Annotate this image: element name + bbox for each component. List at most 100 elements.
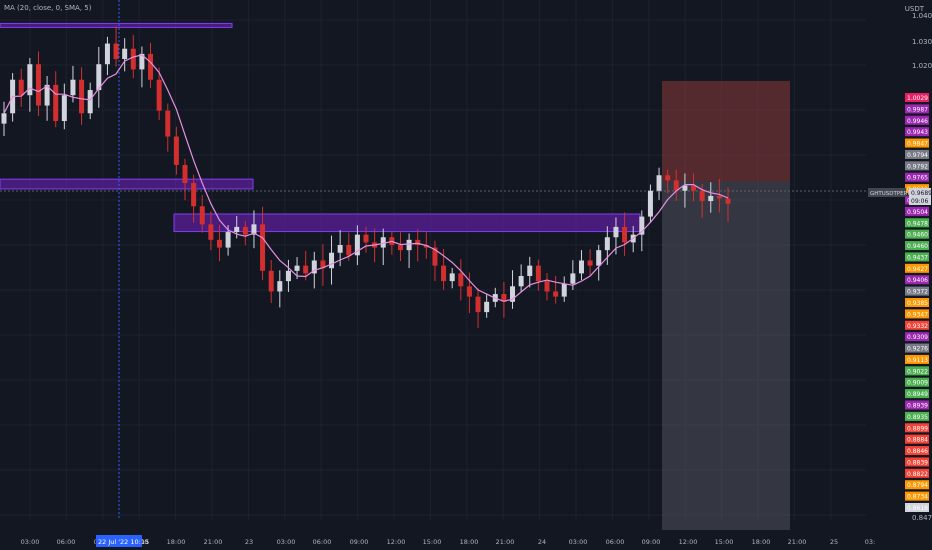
time-tick: 03:00 [21, 538, 40, 546]
price-label-text: 0.8884 [907, 437, 928, 444]
symbol-label-chip [868, 188, 906, 197]
time-axis[interactable]: 03:00 06:00 09:00 15:00 18:00 21:00 23 03:00 06:… [0, 530, 932, 550]
price-label-chip [905, 423, 929, 433]
take-profit-area[interactable] [662, 181, 790, 550]
candle-body [61, 95, 67, 122]
price-label-chip [905, 218, 929, 228]
candle-body [337, 244, 343, 253]
candle-body [191, 183, 197, 207]
time-tick: 03: [865, 538, 875, 546]
candle-body [380, 237, 386, 248]
price-label-text: 0.8899 [907, 425, 928, 432]
price-label-chip [905, 149, 929, 159]
time-tick: 12:00 [387, 538, 406, 546]
price-label-text: 0.9009 [907, 380, 928, 387]
candle-body [260, 224, 266, 271]
supply-demand-zone[interactable] [0, 178, 254, 190]
price-label-chip [905, 434, 929, 444]
price-label-chip [905, 229, 929, 239]
crosshair [0, 0, 866, 520]
price-label-text: 0.9943 [907, 129, 928, 136]
candle-body [484, 301, 490, 313]
candle-body [604, 237, 610, 251]
time-tick: 15:00 [715, 538, 734, 546]
time-tick: 18:00 [752, 538, 771, 546]
candle-body [708, 195, 714, 202]
time-tick: 23 [245, 538, 253, 546]
short-position-tool[interactable] [662, 80, 790, 550]
price-label-text: 0.9332 [907, 323, 928, 330]
time-tick: 06:00 [606, 538, 625, 546]
time-tick: 21:00 [204, 538, 223, 546]
candle-body [311, 260, 317, 274]
candle-body [665, 175, 671, 181]
price-label-text: 0.9765 [907, 175, 928, 182]
candle-body [18, 79, 24, 96]
price-axis-bg [866, 0, 932, 550]
price-label-chip [905, 206, 929, 216]
candle-body [656, 175, 662, 191]
price-label-chip [905, 104, 929, 114]
candle-body [277, 281, 283, 292]
candle-body [156, 79, 162, 111]
time-tick: 03:00 [569, 538, 588, 546]
candle-body [415, 239, 421, 245]
candle-body [544, 281, 550, 292]
stop-loss-area[interactable] [662, 80, 790, 182]
price-label-chip [905, 263, 929, 273]
candle-body [268, 270, 274, 292]
candle-body [122, 48, 128, 60]
price-label-text: 1.0029 [907, 95, 928, 102]
candle-body [406, 239, 412, 251]
candle-body [458, 273, 464, 287]
price-label-text: 0.9792 [907, 163, 928, 170]
candle-body [699, 190, 705, 202]
candle-body [691, 185, 697, 191]
price-label-chip [905, 252, 929, 262]
price-label-chip [905, 309, 929, 319]
candle-body [87, 90, 93, 114]
price-label-text: 0.8618 [907, 505, 928, 512]
price-label-chip [905, 411, 929, 421]
time-tick: 15:00 [423, 538, 442, 546]
indicator-label[interactable]: MA (20, close, 0, SMA, 5) [4, 4, 92, 12]
price-tick: 1.0300 [912, 38, 932, 46]
candle-body [363, 234, 369, 243]
candle-body [613, 226, 619, 238]
price-label-text: 0.9504 [907, 209, 928, 216]
candle-body [182, 164, 188, 184]
time-tick: 09:00 [642, 538, 661, 546]
candle-body [596, 250, 602, 266]
last-price: 0.9689 [911, 190, 932, 197]
candle-body [449, 273, 455, 282]
price-label-text: 0.9460 [907, 243, 928, 250]
time-tick: 06:00 [313, 538, 332, 546]
currency-label: USDT [904, 5, 924, 13]
candle-body [53, 84, 59, 122]
candle-body [1, 113, 7, 124]
candle-body [466, 286, 472, 297]
price-label-text: 0.8794 [907, 482, 928, 489]
price-label-chip [905, 332, 929, 342]
time-tick: 25 [830, 538, 838, 546]
symbol-label: GHTUSDTPERP [870, 191, 911, 197]
candle-body [441, 265, 447, 282]
time-tick: 18:00 [460, 538, 479, 546]
candle-body [639, 216, 645, 235]
price-label-text: 0.9437 [907, 254, 928, 261]
crosshair-time-chip [96, 535, 142, 547]
price-label-chip [905, 161, 929, 171]
price-label-chip [905, 366, 929, 376]
candle-body [225, 232, 231, 248]
candle-body [423, 244, 429, 248]
price-label-text: 0.8846 [907, 448, 928, 455]
candle-body [432, 247, 438, 266]
countdown: 09:06 [911, 198, 928, 205]
time-tick: 03:00 [277, 538, 296, 546]
candle-body [622, 226, 628, 243]
price-label-chip [905, 377, 929, 387]
price-label-text: 0.9276 [907, 346, 928, 353]
candle-body [346, 244, 352, 256]
